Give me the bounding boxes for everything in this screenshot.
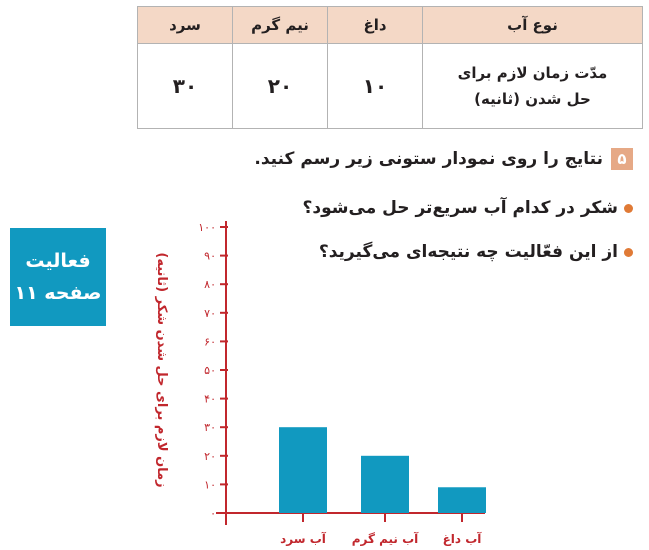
instruction: ۵ نتایج را روی نمودار ستونی زیر رسم کنید… xyxy=(254,148,633,170)
header-cold: سرد xyxy=(138,7,233,44)
bullet-icon xyxy=(624,248,633,257)
bar-1 xyxy=(279,427,327,513)
y-axis-label: زمان لازم برای حل شدن شکر (ثانیه) xyxy=(154,252,169,487)
table-row: مدّت زمان لازم برای حل شدن (ثانیه) ۱۰ ۲۰… xyxy=(138,44,643,129)
instruction-text: نتایج را روی نمودار ستونی زیر رسم کنید. xyxy=(254,149,603,169)
y-tick-label: ۳۰ xyxy=(204,421,216,434)
row-label-line1: مدّت زمان لازم برای xyxy=(423,60,642,86)
bar-3 xyxy=(438,487,486,513)
activity-badge: فعالیت صفحه ۱۱ xyxy=(10,228,106,326)
y-tick-label: ۷۰ xyxy=(204,307,216,320)
y-tick-label: ۲۰ xyxy=(204,450,216,463)
activity-page: صفحه ۱۱ xyxy=(14,277,101,309)
y-tick-label: ۸۰ xyxy=(204,278,216,291)
bar-chart: زمان لازم برای حل شدن شکر (ثانیه) ۰ ۱۰ ۲۰ ۳… xyxy=(140,215,500,550)
header-water-type: نوع آب xyxy=(423,7,643,44)
header-hot: داغ xyxy=(328,7,423,44)
value-hot: ۱۰ xyxy=(328,44,423,129)
step-number-badge: ۵ xyxy=(611,148,633,170)
y-tick-label: ۱۰ xyxy=(204,478,216,491)
y-tick-label: ۰ xyxy=(210,507,216,520)
y-tick-label: ۹۰ xyxy=(204,250,216,263)
row-label-cell: مدّت زمان لازم برای حل شدن (ثانیه) xyxy=(423,44,643,129)
value-warm: ۲۰ xyxy=(233,44,328,129)
y-tick-label: ۴۰ xyxy=(204,393,216,406)
bar-2 xyxy=(361,456,409,513)
y-tick-label: ۶۰ xyxy=(204,335,216,348)
value-cold: ۳۰ xyxy=(138,44,233,129)
y-tick-label: ۱۰۰ xyxy=(198,221,216,234)
y-tick-label: ۵۰ xyxy=(204,364,216,377)
x-category-label: آب داغ xyxy=(443,531,483,546)
x-category-label: آب سرد xyxy=(280,531,327,546)
activity-title: فعالیت xyxy=(25,245,90,277)
bullet-icon xyxy=(624,204,633,213)
x-category-label: آب نیم گرم xyxy=(352,531,419,547)
data-table: نوع آب داغ نیم گرم سرد مدّت زمان لازم بر… xyxy=(137,6,643,129)
header-warm: نیم گرم xyxy=(233,7,328,44)
row-label-line2: حل شدن (ثانیه) xyxy=(423,86,642,112)
table-header-row: نوع آب داغ نیم گرم سرد xyxy=(138,7,643,44)
